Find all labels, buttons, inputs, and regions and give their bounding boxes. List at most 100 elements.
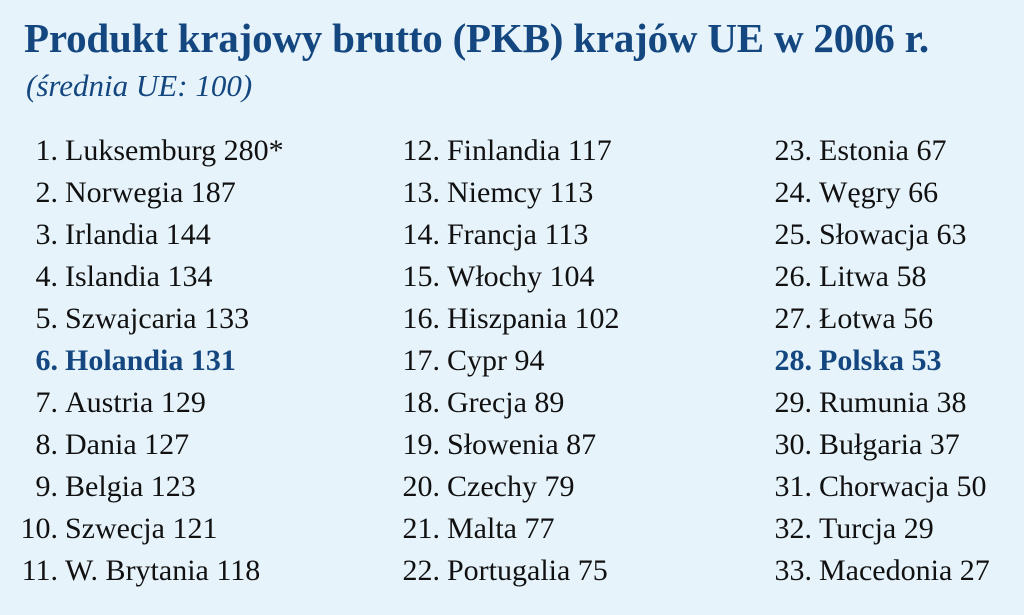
ranking-column-1: 1. Luksemburg 280* 2. Norwegia 187 3. Irlandi… bbox=[0, 130, 340, 592]
country-value: Malta 77 bbox=[447, 512, 555, 545]
country-value: Islandia 134 bbox=[65, 260, 213, 293]
ranking-row: 22. Portugalia 75 bbox=[370, 550, 670, 592]
rank-number: 27. bbox=[774, 302, 813, 335]
ranking-row: 12. Finlandia 117 bbox=[370, 130, 670, 172]
ranking-row-highlighted: 28. Polska 53 bbox=[750, 340, 1024, 382]
country-value: Rumunia 38 bbox=[819, 386, 967, 419]
ranking-row: 17. Cypr 94 bbox=[370, 340, 670, 382]
rank-number: 1. bbox=[35, 134, 59, 167]
country-value: Luksemburg 280* bbox=[65, 134, 284, 167]
rank-number: 18. bbox=[402, 386, 441, 419]
country-value: Chorwacja 50 bbox=[819, 470, 987, 503]
ranking-row: 7. Austria 129 bbox=[0, 382, 340, 424]
rank-number: 19. bbox=[402, 428, 441, 461]
rank-number: 22. bbox=[402, 554, 441, 587]
rank-number: 11. bbox=[21, 554, 58, 587]
country-value: Bułgaria 37 bbox=[819, 428, 960, 461]
country-value: Belgia 123 bbox=[65, 470, 196, 503]
ranking-row: 19. Słowenia 87 bbox=[370, 424, 670, 466]
country-value: Irlandia 144 bbox=[65, 218, 211, 251]
country-value: Łotwa 56 bbox=[819, 302, 934, 335]
rank-number: 2. bbox=[35, 176, 59, 209]
rank-number: 23. bbox=[774, 134, 813, 167]
rank-number: 29. bbox=[774, 386, 813, 419]
ranking-row: 27. Łotwa 56 bbox=[750, 298, 1024, 340]
country-value: Słowacja 63 bbox=[819, 218, 967, 251]
rank-number: 28. bbox=[774, 344, 813, 377]
country-value: Słowenia 87 bbox=[447, 428, 597, 461]
country-value: Macedonia 27 bbox=[819, 554, 990, 587]
ranking-row: 32. Turcja 29 bbox=[750, 508, 1024, 550]
ranking-row: 20. Czechy 79 bbox=[370, 466, 670, 508]
ranking-row: 1. Luksemburg 280* bbox=[0, 130, 340, 172]
ranking-row: 10. Szwecja 121 bbox=[0, 508, 340, 550]
rank-number: 4. bbox=[35, 260, 59, 293]
ranking-row: 4. Islandia 134 bbox=[0, 256, 340, 298]
ranking-row: 30. Bułgaria 37 bbox=[750, 424, 1024, 466]
ranking-row: 9. Belgia 123 bbox=[0, 466, 340, 508]
country-value: Polska 53 bbox=[819, 344, 942, 377]
rank-number: 15. bbox=[402, 260, 441, 293]
country-value: Dania 127 bbox=[65, 428, 190, 461]
rank-number: 33. bbox=[774, 554, 813, 587]
country-value: Węgry 66 bbox=[819, 176, 939, 209]
country-value: Francja 113 bbox=[447, 218, 589, 251]
ranking-column-3: 23. Estonia 67 24. Węgry 66 25. Słowacja 63 26… bbox=[750, 130, 1024, 592]
rank-number: 9. bbox=[35, 470, 59, 503]
rank-number: 7. bbox=[35, 386, 59, 419]
ranking-row: 24. Węgry 66 bbox=[750, 172, 1024, 214]
ranking-row: 13. Niemcy 113 bbox=[370, 172, 670, 214]
country-value: Włochy 104 bbox=[447, 260, 595, 293]
country-value: Turcja 29 bbox=[819, 512, 934, 545]
country-value: Litwa 58 bbox=[819, 260, 927, 293]
country-value: Finlandia 117 bbox=[447, 134, 612, 167]
ranking-row: 3. Irlandia 144 bbox=[0, 214, 340, 256]
rank-number: 10. bbox=[20, 512, 59, 545]
rank-number: 25. bbox=[774, 218, 813, 251]
country-value: Estonia 67 bbox=[819, 134, 947, 167]
ranking-row: 23. Estonia 67 bbox=[750, 130, 1024, 172]
ranking-row: 2. Norwegia 187 bbox=[0, 172, 340, 214]
rank-number: 21. bbox=[402, 512, 441, 545]
country-value: Portugalia 75 bbox=[447, 554, 608, 587]
country-value: W. Brytania 118 bbox=[65, 554, 261, 587]
ranking-row: 33. Macedonia 27 bbox=[750, 550, 1024, 592]
ranking-row: 5. Szwajcaria 133 bbox=[0, 298, 340, 340]
ranking-row: 18. Grecja 89 bbox=[370, 382, 670, 424]
rank-number: 31. bbox=[774, 470, 813, 503]
rank-number: 8. bbox=[35, 428, 59, 461]
country-value: Holandia 131 bbox=[65, 344, 236, 377]
rank-number: 32. bbox=[774, 512, 813, 545]
ranking-row: 14. Francja 113 bbox=[370, 214, 670, 256]
rank-number: 14. bbox=[402, 218, 441, 251]
rank-number: 3. bbox=[35, 218, 59, 251]
country-value: Cypr 94 bbox=[447, 344, 545, 377]
page-title: Produkt krajowy brutto (PKB) krajów UE w… bbox=[24, 15, 929, 61]
ranking-row: 31. Chorwacja 50 bbox=[750, 466, 1024, 508]
rank-number: 13. bbox=[402, 176, 441, 209]
ranking-row: 26. Litwa 58 bbox=[750, 256, 1024, 298]
rank-number: 26. bbox=[774, 260, 813, 293]
rank-number: 24. bbox=[774, 176, 813, 209]
country-value: Czechy 79 bbox=[447, 470, 575, 503]
country-value: Niemcy 113 bbox=[447, 176, 594, 209]
rank-number: 30. bbox=[774, 428, 813, 461]
rank-number: 20. bbox=[402, 470, 441, 503]
rank-number: 6. bbox=[35, 344, 59, 377]
ranking-column-2: 12. Finlandia 117 13. Niemcy 113 14. Francja … bbox=[370, 130, 670, 592]
country-value: Szwajcaria 133 bbox=[65, 302, 250, 335]
rank-number: 16. bbox=[402, 302, 441, 335]
ranking-row: 29. Rumunia 38 bbox=[750, 382, 1024, 424]
page-subtitle: (średnia UE: 100) bbox=[26, 68, 253, 103]
ranking-row-highlighted: 6. Holandia 131 bbox=[0, 340, 340, 382]
ranking-row: 16. Hiszpania 102 bbox=[370, 298, 670, 340]
ranking-row: 21. Malta 77 bbox=[370, 508, 670, 550]
country-value: Norwegia 187 bbox=[65, 176, 236, 209]
rank-number: 5. bbox=[35, 302, 59, 335]
country-value: Austria 129 bbox=[65, 386, 206, 419]
ranking-row: 25. Słowacja 63 bbox=[750, 214, 1024, 256]
country-value: Szwecja 121 bbox=[65, 512, 218, 545]
ranking-row: 8. Dania 127 bbox=[0, 424, 340, 466]
rank-number: 12. bbox=[402, 134, 441, 167]
